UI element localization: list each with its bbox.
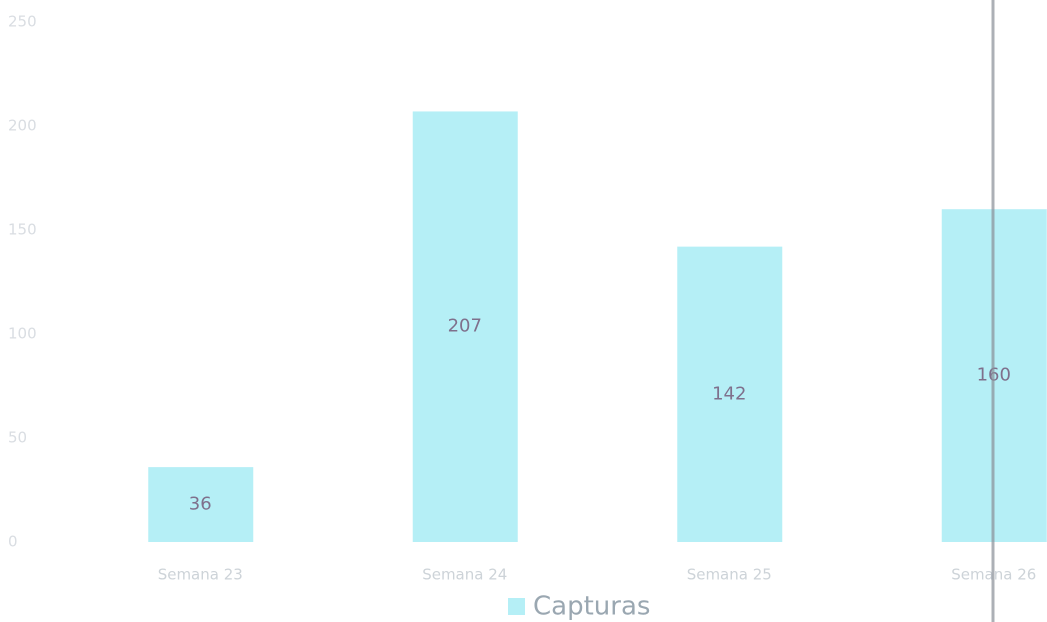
x-tick-label: Semana 23 (158, 566, 243, 584)
y-tick-label: 100 (8, 325, 37, 343)
data-label: 36 (189, 494, 212, 515)
data-label: 142 (712, 383, 746, 404)
bar (412, 111, 518, 542)
y-tick-label: 150 (8, 221, 37, 239)
y-tick-label: 250 (8, 13, 37, 31)
y-tick-label: 50 (8, 429, 27, 447)
x-tick-label: Semana 24 (422, 566, 507, 584)
legend-swatch (508, 598, 525, 615)
bar (677, 246, 783, 542)
y-tick-label: 200 (8, 117, 37, 135)
data-label: 207 (448, 316, 482, 337)
bar (148, 467, 254, 542)
y-tick-label: 0 (8, 533, 18, 551)
legend-label: Capturas (533, 592, 650, 622)
x-tick-label: Semana 25 (687, 566, 772, 584)
